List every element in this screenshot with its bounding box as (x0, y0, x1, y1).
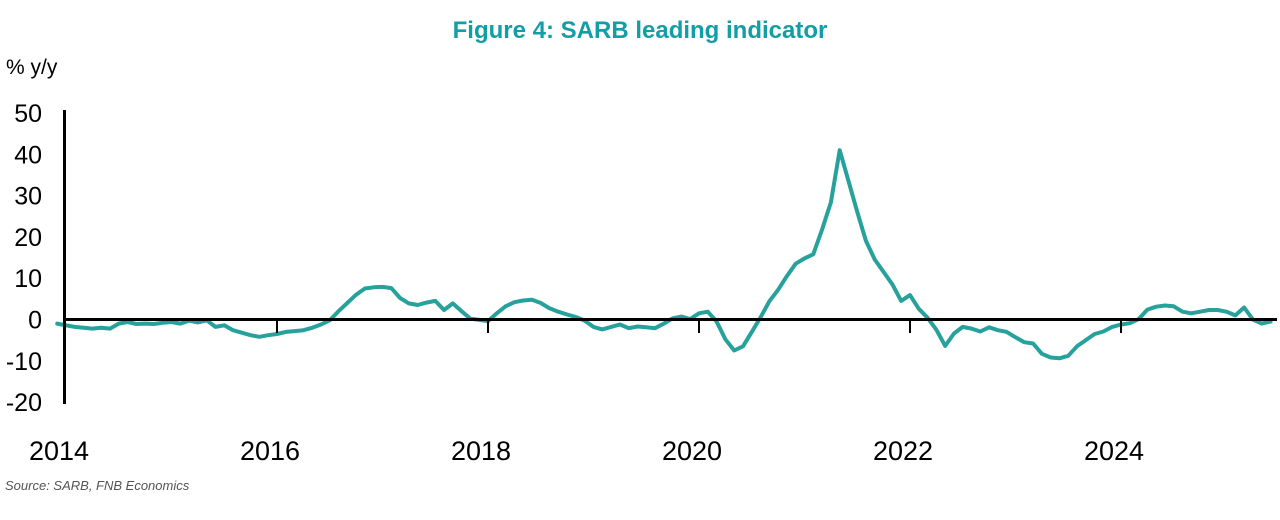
y-tick-label: 0 (28, 307, 42, 335)
series-line (55, 148, 1273, 361)
x-tick-label: 2016 (240, 436, 300, 466)
x-tick-label: 2018 (451, 436, 511, 466)
chart-title: Figure 4: SARB leading indicator (452, 17, 828, 44)
y-tick-label: 10 (14, 265, 42, 293)
y-axis-unit-label: % y/y (6, 56, 58, 79)
y-tick-label: 50 (14, 100, 42, 128)
x-tick-label: 2022 (873, 436, 933, 466)
x-tick-label: 2024 (1084, 436, 1144, 466)
y-tick-label: -20 (6, 389, 42, 417)
y-tick-label: 40 (14, 141, 42, 169)
source-note: Source: SARB, FNB Economics (5, 478, 190, 493)
x-tick-label: 2020 (662, 436, 722, 466)
y-tick-label: -10 (6, 348, 42, 376)
y-tick-label: 20 (14, 224, 42, 252)
x-tick-label: 2014 (29, 436, 89, 466)
y-tick-label: 30 (14, 183, 42, 211)
